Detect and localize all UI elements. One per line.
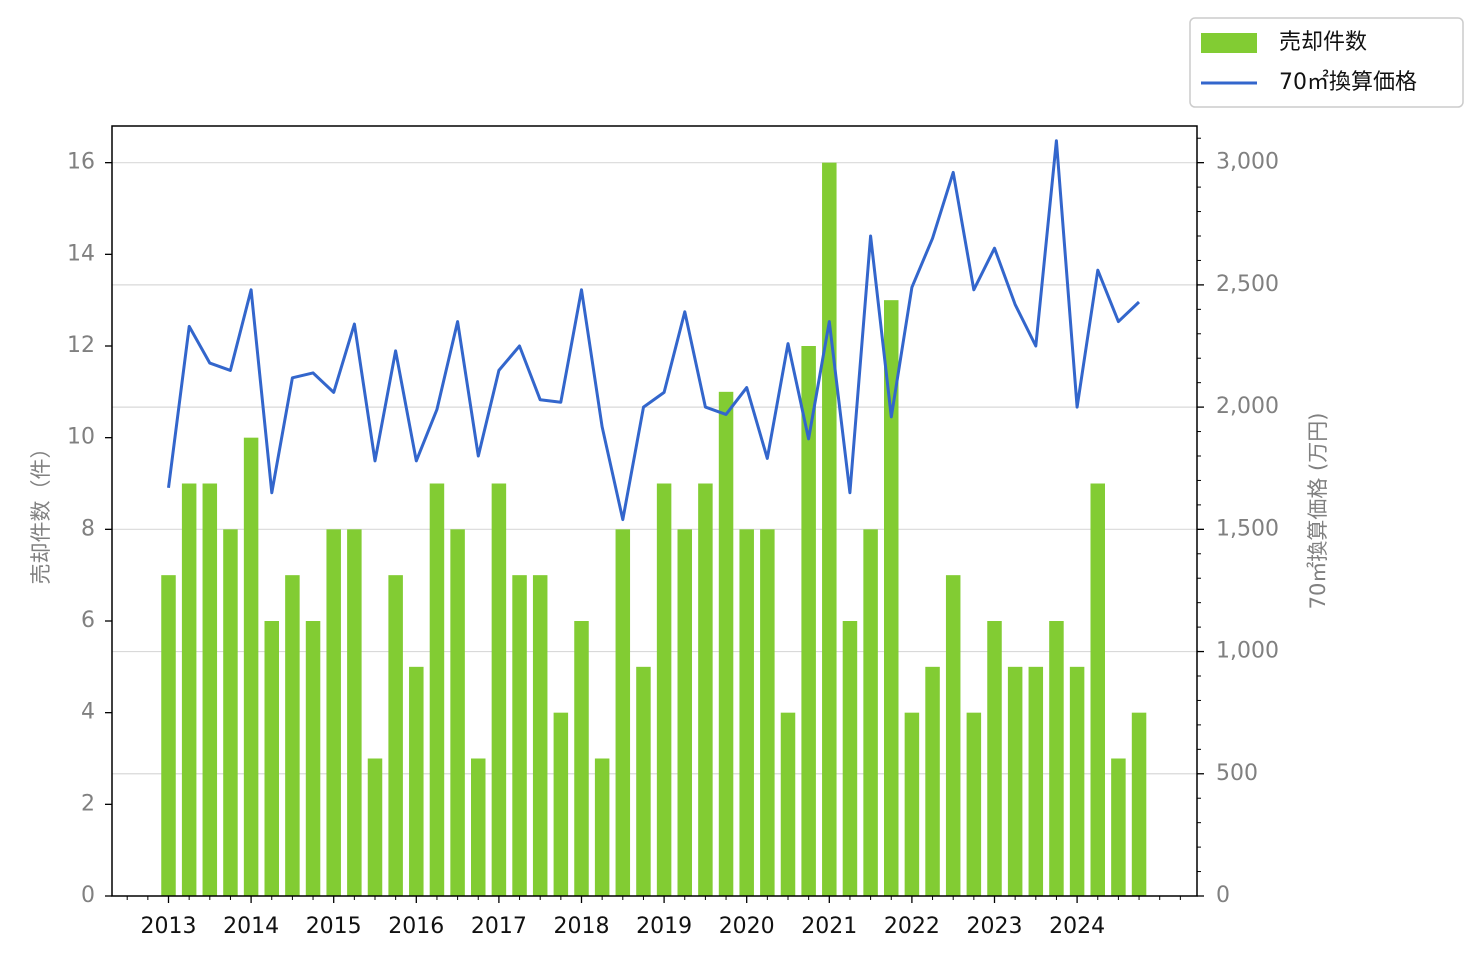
left-axis: 0 2 4 6 8 10 12 14 16 xyxy=(67,150,112,908)
bar xyxy=(223,529,238,896)
x-tick-label: 2021 xyxy=(801,914,857,939)
bar xyxy=(966,712,982,896)
x-tick-label: 2024 xyxy=(1049,914,1105,939)
left-tick-label: 10 xyxy=(67,425,95,450)
bar xyxy=(884,300,899,897)
bar xyxy=(1049,621,1064,896)
x-tick-label: 2019 xyxy=(636,914,692,939)
bar xyxy=(760,529,775,896)
right-tick-label: 2,500 xyxy=(1216,272,1279,297)
bar xyxy=(822,162,837,896)
bar xyxy=(450,529,465,896)
bar xyxy=(945,575,961,896)
bar xyxy=(181,483,197,896)
bar xyxy=(491,483,507,896)
x-tick-label: 2017 xyxy=(471,914,527,939)
bar xyxy=(388,575,403,896)
left-tick-label: 4 xyxy=(81,700,95,725)
left-tick-label: 12 xyxy=(67,333,95,358)
bar xyxy=(698,483,713,896)
bar xyxy=(285,575,300,896)
bar xyxy=(863,529,878,896)
x-tick-label: 2022 xyxy=(884,914,940,939)
bar xyxy=(636,666,651,896)
bar xyxy=(594,758,610,896)
x-tick-label: 2018 xyxy=(554,914,610,939)
line-series xyxy=(167,139,1141,522)
left-tick-label: 16 xyxy=(67,150,95,175)
right-axis-title: 70㎡換算価格 (万円) xyxy=(1306,413,1330,610)
bar xyxy=(429,483,445,896)
x-tick-label: 2023 xyxy=(967,914,1023,939)
bar xyxy=(1131,712,1147,896)
bar xyxy=(718,391,734,896)
x-tick-label: 2014 xyxy=(223,914,279,939)
x-tick-label: 2015 xyxy=(306,914,362,939)
bar xyxy=(471,758,486,896)
bar xyxy=(801,346,816,896)
bar xyxy=(532,575,548,896)
bar xyxy=(842,621,858,896)
bar xyxy=(677,529,692,896)
bar xyxy=(243,437,259,896)
bar xyxy=(987,621,1002,896)
legend: 売却件数 70㎡換算価格 xyxy=(1189,17,1464,108)
bar xyxy=(512,575,527,896)
left-tick-label: 8 xyxy=(81,516,95,541)
x-tick-label: 2016 xyxy=(388,914,444,939)
bar xyxy=(305,621,321,896)
plot-frame xyxy=(111,125,1198,897)
legend-box xyxy=(1189,17,1464,108)
right-tick-label: 500 xyxy=(1216,761,1258,786)
bar xyxy=(925,666,940,896)
bar xyxy=(739,529,754,896)
bar xyxy=(553,712,569,896)
right-tick-label: 2,000 xyxy=(1216,394,1279,419)
bar xyxy=(780,712,796,896)
x-tick-label: 2013 xyxy=(141,914,197,939)
bar xyxy=(615,529,631,896)
legend-bar-label: 売却件数 xyxy=(1279,30,1367,55)
bar xyxy=(347,529,362,896)
bar xyxy=(367,758,383,896)
left-axis-title: 売却件数（件） xyxy=(29,438,53,585)
bar xyxy=(161,575,176,896)
bar xyxy=(264,621,279,896)
left-tick-label: 2 xyxy=(81,791,95,816)
bar xyxy=(326,529,341,896)
price-line xyxy=(167,139,1141,522)
left-tick-label: 0 xyxy=(81,883,95,908)
legend-bar-swatch xyxy=(1201,33,1257,53)
x-axis: 2013 2014 2015 2016 2017 2018 2019 2020 2021 2022… xyxy=(126,896,1181,939)
bar xyxy=(409,666,424,896)
bar xyxy=(656,483,672,896)
left-tick-label: 14 xyxy=(67,241,95,266)
right-tick-label: 1,000 xyxy=(1216,639,1279,664)
right-tick-label: 3,000 xyxy=(1216,150,1279,175)
bar xyxy=(904,712,920,896)
legend-line-label: 70㎡換算価格 xyxy=(1279,69,1417,95)
bar xyxy=(574,621,589,896)
bar xyxy=(1069,666,1085,896)
bar xyxy=(1111,758,1126,896)
right-tick-label: 0 xyxy=(1216,883,1230,908)
bar xyxy=(1028,666,1044,896)
left-tick-label: 6 xyxy=(81,608,95,633)
x-tick-label: 2020 xyxy=(719,914,775,939)
right-tick-label: 1,500 xyxy=(1216,516,1279,541)
bar xyxy=(202,483,218,896)
bar xyxy=(1090,483,1105,896)
right-axis: 0 500 1,000 1,500 2,000 2,500 3,000 xyxy=(1197,137,1279,908)
bar xyxy=(1007,666,1023,896)
